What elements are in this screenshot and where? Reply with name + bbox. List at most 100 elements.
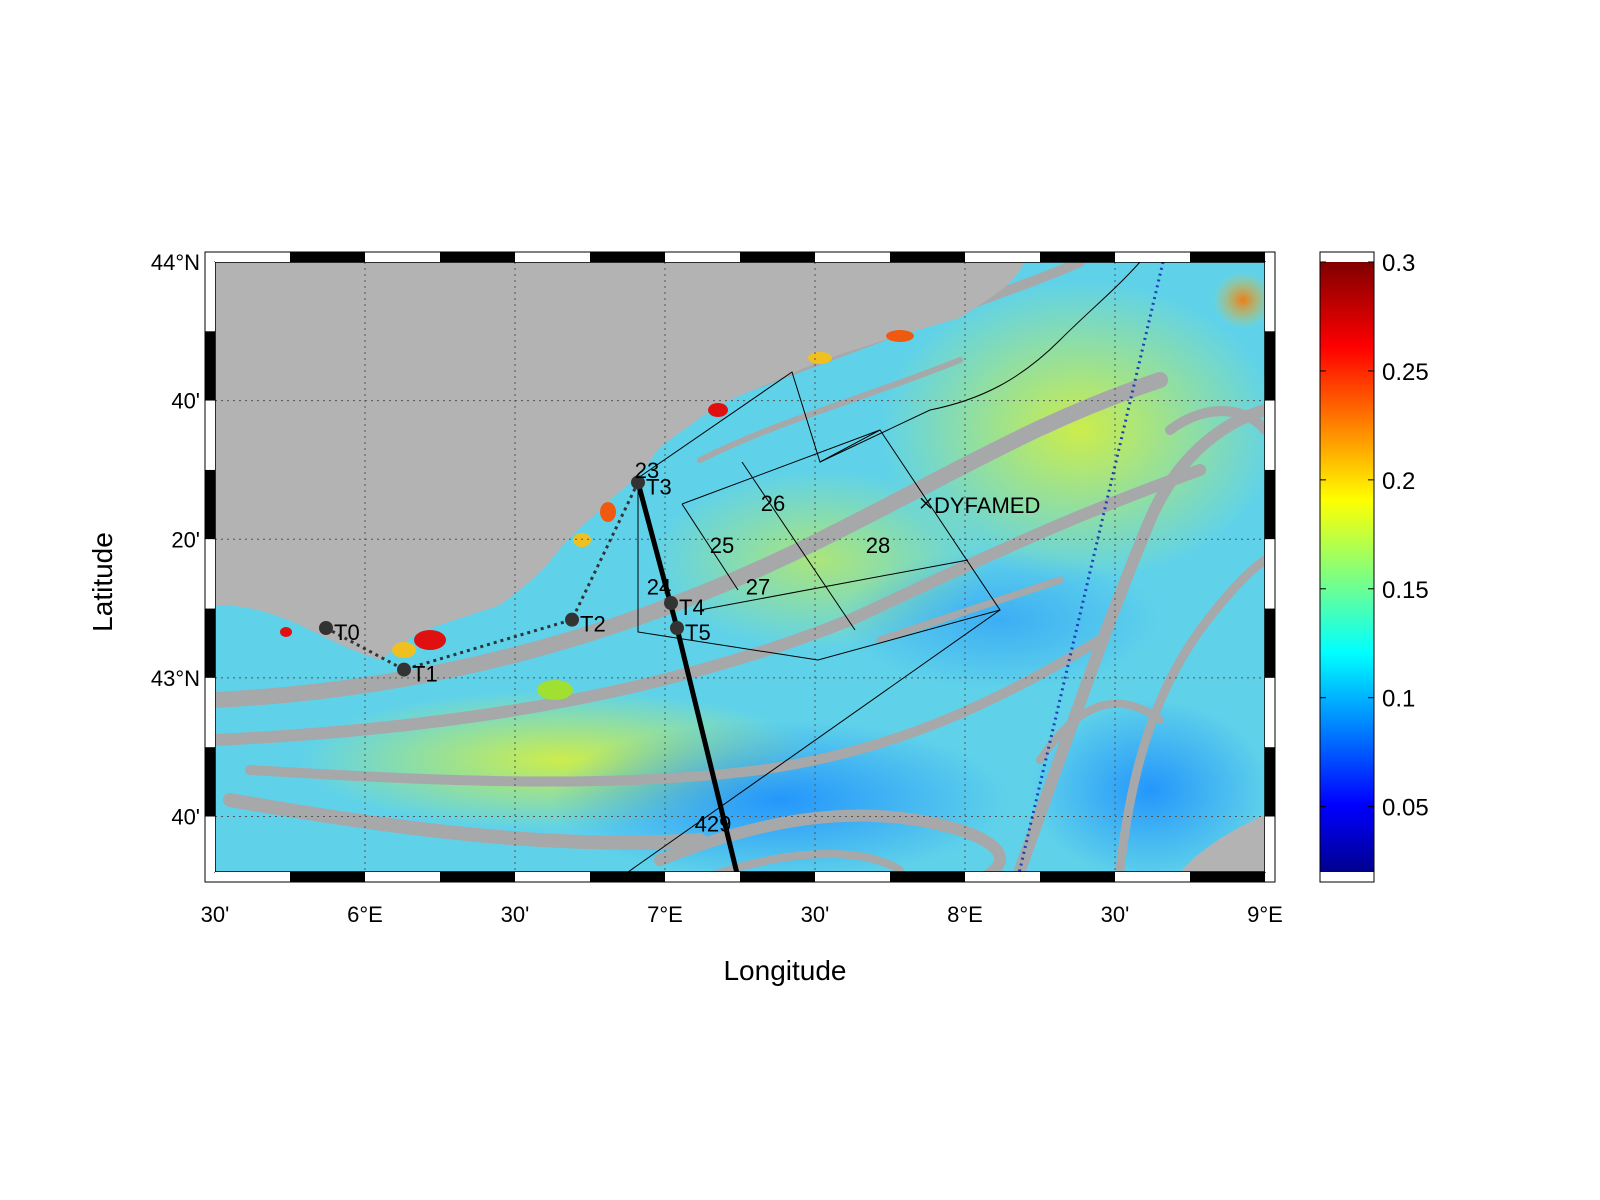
border-segment <box>205 608 215 678</box>
box-label: 24 <box>647 574 671 599</box>
analysis-boxes <box>627 262 1141 872</box>
border-segment <box>215 872 290 882</box>
border-segment <box>1265 262 1275 332</box>
border-segment <box>1040 872 1115 882</box>
y-tick-label: 40' <box>171 805 200 830</box>
border-segment <box>965 872 1040 882</box>
box-label: 25 <box>710 533 734 558</box>
border-segment <box>890 252 965 262</box>
border-segment <box>515 872 590 882</box>
y-axis-label: Latitude <box>87 532 118 632</box>
box-label: 26 <box>761 491 785 516</box>
station-label: T2 <box>580 612 606 637</box>
station-marker <box>565 612 579 627</box>
border-segment <box>1265 816 1275 872</box>
border-segment <box>1265 400 1275 470</box>
outer-frame <box>204 251 1276 883</box>
x-tick-label: 30' <box>501 902 530 927</box>
x-tick-label: 6°E <box>347 902 383 927</box>
border-segment <box>665 252 740 262</box>
border-segment <box>890 872 965 882</box>
land-mass <box>215 262 1025 660</box>
border-segment <box>590 252 665 262</box>
box-label: 23 <box>635 458 659 483</box>
x-tick-label: 7°E <box>647 902 683 927</box>
box-label: 28 <box>866 533 890 558</box>
y-tick-label: 20' <box>171 527 200 552</box>
y-tick-label: 43°N <box>151 666 200 691</box>
border-segment <box>205 747 215 817</box>
latitude-tick-labels: 44°N 40' 20' 43°N 40' <box>151 250 200 830</box>
border-segment <box>740 252 815 262</box>
colorbar-tick-label: 0.1 <box>1382 686 1415 713</box>
station-marker <box>631 475 645 490</box>
border-segment <box>515 252 590 262</box>
bloom-northeast <box>880 280 1265 580</box>
station-label: T0 <box>334 620 360 645</box>
x-tick-label: 8°E <box>947 902 983 927</box>
low-chl-south <box>550 720 1010 872</box>
x-tick-label: 30' <box>201 902 230 927</box>
colorbar-tick-label: 0.2 <box>1382 468 1415 495</box>
coastal-hotspots <box>280 330 914 700</box>
border-segment <box>440 252 515 262</box>
colorbar-nodata-swatch <box>1320 872 1374 882</box>
colorbar-frame <box>1319 251 1375 883</box>
border-segment <box>290 872 365 882</box>
border-segment <box>1265 608 1275 678</box>
dyfamed-label: DYFAMED <box>934 493 1040 518</box>
border-segment <box>215 252 290 262</box>
station-marker <box>670 620 684 635</box>
colorbar-tick-label: 0.3 <box>1382 250 1415 277</box>
low-chl-southeast <box>1030 700 1265 872</box>
box-labels-layer: 23 24 25 26 27 28 429 DYFAMED <box>635 458 1041 837</box>
longitude-tick-labels: 30' 6°E 30' 7°E 30' 8°E 30' 9°E <box>201 902 1283 927</box>
land-corsica <box>1180 815 1265 872</box>
border-segment <box>815 252 890 262</box>
box-label: 27 <box>746 574 770 599</box>
border-segment <box>740 872 815 882</box>
border-segment <box>365 252 440 262</box>
station-label: T4 <box>679 595 705 620</box>
border-segment <box>205 331 215 401</box>
colorbar-tick-label: 0.05 <box>1382 795 1429 822</box>
border-segment <box>1115 872 1190 882</box>
border-segment <box>665 872 740 882</box>
station-marker <box>397 662 411 677</box>
coastal-dotted-track <box>325 481 640 672</box>
y-tick-label: 44°N <box>151 250 200 275</box>
station-label: T1 <box>412 662 438 687</box>
border-segment <box>205 677 215 748</box>
x-tick-label: 9°E <box>1247 902 1283 927</box>
station-marker <box>319 620 333 635</box>
box-label: 429 <box>695 811 732 836</box>
station-label: T5 <box>685 620 711 645</box>
border-segment <box>1040 252 1115 262</box>
border-segment <box>440 872 515 882</box>
ship-transect-line <box>1017 262 1165 872</box>
colorbar-tick-label: 0.15 <box>1382 577 1429 604</box>
x-tick-label: 30' <box>1101 902 1130 927</box>
dyfamed-marker <box>920 497 932 509</box>
y-tick-label: 40' <box>171 389 200 414</box>
border-segment <box>1265 469 1275 540</box>
border-segment <box>1265 677 1275 748</box>
border-segment <box>1190 252 1265 262</box>
border-segment <box>205 469 215 540</box>
border-segment <box>1265 747 1275 817</box>
border-segment <box>365 872 440 882</box>
graticule <box>215 262 1265 872</box>
station-marker <box>664 596 678 611</box>
border-segment <box>205 816 215 872</box>
border-segment <box>965 252 1040 262</box>
colorbar-tick-labels: 0.3 0.25 0.2 0.15 0.1 0.05 <box>1320 250 1429 822</box>
border-segment <box>205 400 215 470</box>
colorbar-tick-label: 0.25 <box>1382 359 1429 386</box>
border-segment <box>1190 872 1265 882</box>
border-segment <box>205 262 215 332</box>
colorbar-gradient <box>1320 262 1374 872</box>
border-segment <box>1265 539 1275 609</box>
x-axis-label: Longitude <box>723 955 846 986</box>
